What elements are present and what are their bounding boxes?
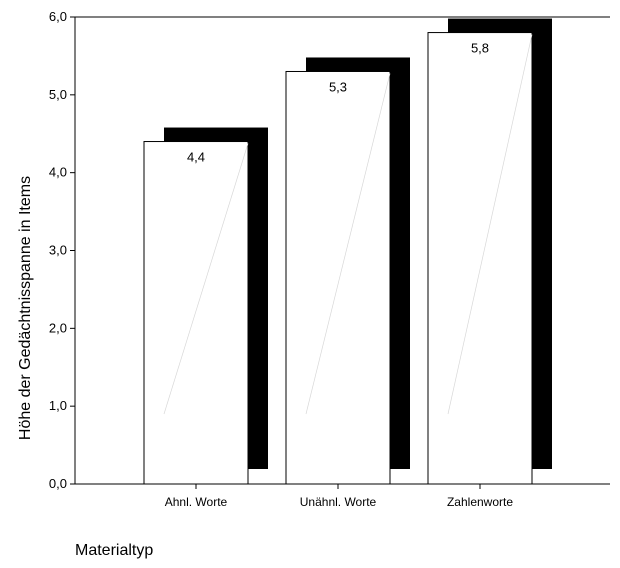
data-label: 4,4	[187, 150, 205, 165]
bar-artifact-line	[447, 34, 533, 415]
x-tick-label: Zahlenworte	[447, 495, 513, 509]
x-tick-label: Ahnl. Worte	[165, 495, 228, 509]
y-tick-label: 2,0	[49, 320, 67, 335]
y-tick-label: 0,0	[49, 476, 67, 491]
x-axis-title: Materialtyp	[75, 542, 153, 559]
bar	[427, 32, 533, 485]
bars: 4,4 5,3 5,8	[143, 18, 552, 485]
y-axis: 0,0 1,0 2,0 3,0 4,0 5,0 6,0	[49, 9, 75, 491]
bar	[285, 70, 391, 485]
x-axis: Ahnl. Worte Unähnl. Worte Zahlenworte	[165, 484, 513, 509]
y-tick-label: 4,0	[49, 165, 67, 180]
y-tick-label: 6,0	[49, 9, 67, 24]
data-label: 5,8	[471, 41, 489, 56]
data-label: 5,3	[329, 79, 347, 94]
x-tick-label: Unähnl. Worte	[300, 495, 377, 509]
y-tick-label: 1,0	[49, 398, 67, 413]
y-axis-title: Höhe der Gedächtnisspanne in Items	[17, 176, 34, 440]
y-tick-label: 3,0	[49, 243, 67, 258]
bar-artifact-line	[163, 143, 249, 415]
y-tick-label: 5,0	[49, 87, 67, 102]
bar-artifact-line	[305, 73, 391, 415]
